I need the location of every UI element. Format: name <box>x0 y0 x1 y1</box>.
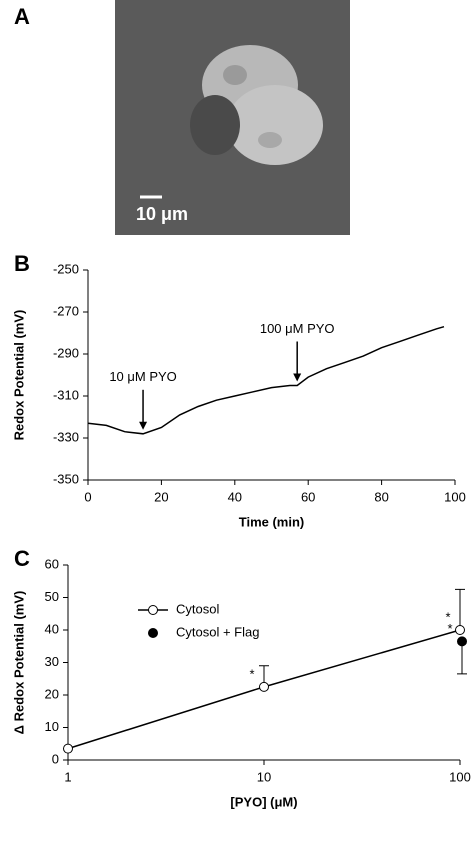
y-tick-label: -350 <box>53 471 79 486</box>
x-tick-label: 80 <box>374 489 388 504</box>
annotation-arrowhead <box>293 373 302 382</box>
y-tick-label: 60 <box>45 556 59 571</box>
significance: * <box>445 609 450 624</box>
legend-label: Cytosol + Flag <box>176 624 259 639</box>
data-line <box>87 325 445 435</box>
x-tick-label: 100 <box>444 489 466 504</box>
annotation: 100 μM PYO <box>260 321 335 336</box>
y-tick-label: -310 <box>53 387 79 402</box>
y-tick-label: 50 <box>45 589 59 604</box>
scale-bar-label: 10 μm <box>136 204 188 224</box>
panel-label: C <box>14 546 30 571</box>
legend-marker <box>148 605 158 615</box>
micrograph: 10 μm <box>115 0 350 235</box>
y-tick-label: 20 <box>45 686 59 701</box>
y-axis-title: Δ Redox Potential (mV) <box>11 591 26 735</box>
y-tick-label: 10 <box>45 719 59 734</box>
x-tick-label: 40 <box>228 489 242 504</box>
y-tick-label: 40 <box>45 621 59 636</box>
panel-label: A <box>14 4 30 29</box>
x-tick-label: 0 <box>84 489 91 504</box>
y-tick-label: -270 <box>53 303 79 318</box>
x-axis-title: [PYO] (μM) <box>230 794 297 809</box>
panel-label: B <box>14 251 30 276</box>
data-point <box>457 636 467 647</box>
significance: * <box>447 621 452 636</box>
x-tick-label: 10 <box>257 769 271 784</box>
x-tick-label: 20 <box>154 489 168 504</box>
significance: * <box>249 666 254 681</box>
y-tick-label: 30 <box>45 654 59 669</box>
y-tick-label: -290 <box>53 345 79 360</box>
x-tick-label: 60 <box>301 489 315 504</box>
data-point <box>63 743 73 754</box>
legend-marker <box>148 628 158 638</box>
legend-label: Cytosol <box>176 601 219 616</box>
data-point <box>455 625 465 635</box>
y-tick-label: -330 <box>53 429 79 444</box>
annotation-arrowhead <box>139 421 148 430</box>
x-tick-label: 100 <box>449 769 471 784</box>
annotation: 10 μM PYO <box>109 369 176 384</box>
y-tick-label: 0 <box>52 751 59 766</box>
y-tick-label: -250 <box>53 261 79 276</box>
x-tick-label: 1 <box>64 769 71 784</box>
y-axis-title: Redox Potential (mV) <box>11 310 26 441</box>
x-axis-title: Time (min) <box>239 514 305 529</box>
data-point <box>259 681 269 692</box>
